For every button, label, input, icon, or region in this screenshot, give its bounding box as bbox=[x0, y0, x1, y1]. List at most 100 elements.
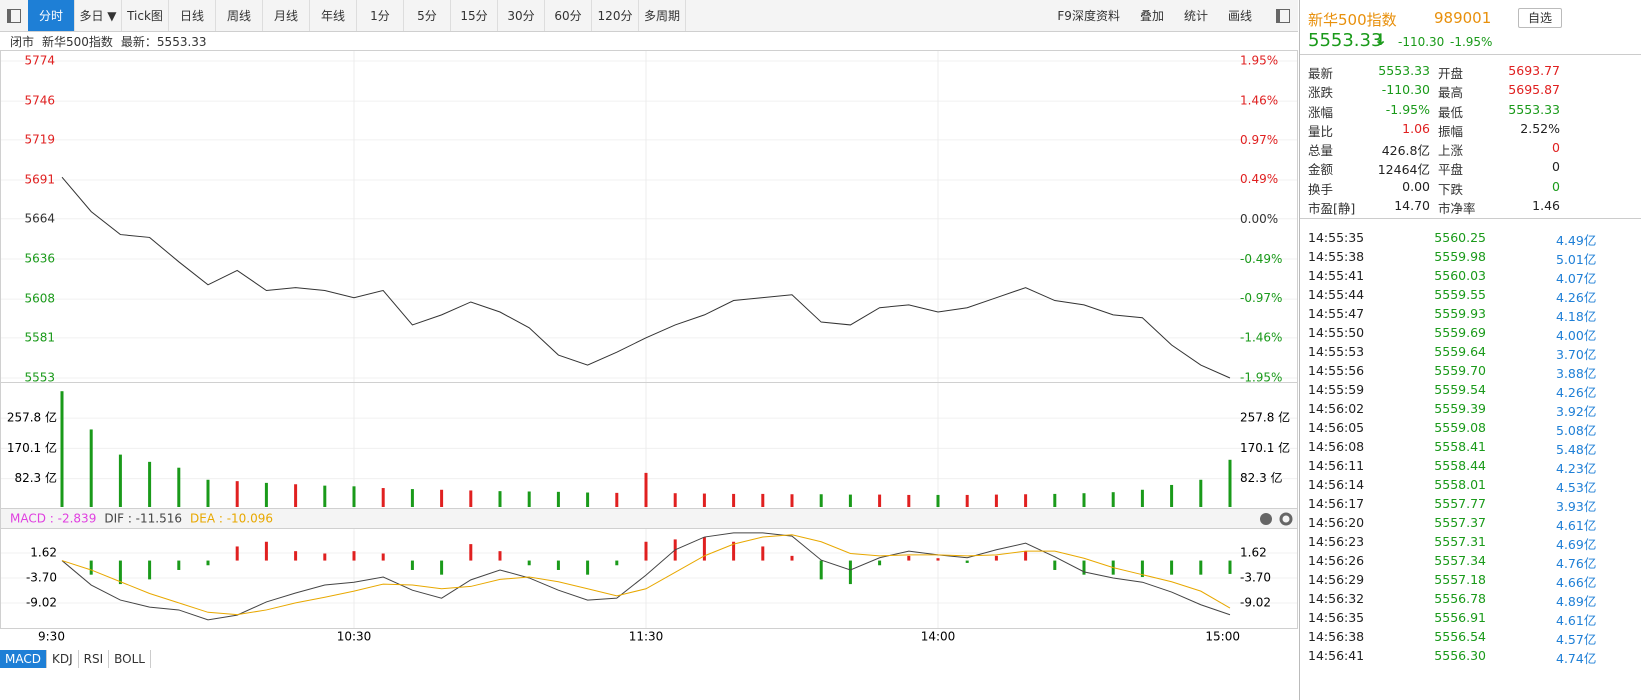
quote-pct: -1.95% bbox=[1450, 35, 1493, 49]
panel-toggle[interactable] bbox=[7, 9, 21, 23]
y-tick-label: 5581 bbox=[24, 330, 55, 344]
y-tick-label: -3.70 bbox=[1240, 570, 1271, 584]
period-button[interactable]: 5分 bbox=[404, 0, 451, 31]
trade-row: 14:56:32 5556.78 4.89亿 bbox=[1308, 589, 1641, 609]
settings-icon[interactable] bbox=[1279, 512, 1293, 526]
stat-label: 最低 bbox=[1438, 104, 1464, 120]
y-tick-label: 257.8 亿 bbox=[7, 410, 57, 425]
period-button[interactable]: 月线 bbox=[263, 0, 310, 31]
stat-label: 涨幅 bbox=[1308, 104, 1334, 120]
stat-value: 5553.33 bbox=[1378, 63, 1430, 78]
trade-time: 14:55:53 bbox=[1308, 344, 1365, 359]
stats-row: 涨跌 -110.30 最高 5695.87 bbox=[1308, 80, 1560, 100]
trade-price: 5557.18 bbox=[1434, 572, 1486, 587]
period-button[interactable]: 1分 bbox=[357, 0, 404, 31]
stat-value: 5693.77 bbox=[1508, 63, 1560, 78]
period-button[interactable]: 15分 bbox=[451, 0, 498, 31]
indicator-tab[interactable]: BOLL bbox=[109, 650, 151, 668]
volume-bar bbox=[1199, 479, 1203, 507]
tool-button[interactable]: 画线 bbox=[1227, 9, 1252, 23]
period-button[interactable]: 多日 ▼ bbox=[75, 0, 122, 31]
volume-bar bbox=[819, 494, 823, 507]
trade-row: 14:56:35 5556.91 4.61亿 bbox=[1308, 608, 1641, 628]
macd-bar bbox=[206, 560, 210, 566]
trade-row: 14:56:05 5559.08 5.08亿 bbox=[1308, 418, 1641, 438]
y-tick-label: 82.3 亿 bbox=[14, 470, 57, 485]
trade-volume: 3.70亿 bbox=[1556, 347, 1597, 362]
volume-bar bbox=[1140, 489, 1144, 507]
trade-row: 14:56:14 5558.01 4.53亿 bbox=[1308, 475, 1641, 495]
macd-bar bbox=[148, 560, 152, 580]
tool-button[interactable]: 叠加 bbox=[1139, 9, 1164, 23]
trade-price: 5557.37 bbox=[1434, 515, 1486, 530]
indicator-tab[interactable]: MACD bbox=[0, 650, 47, 668]
stats-row: 换手 0.00 下跌 0 bbox=[1308, 177, 1560, 197]
trade-time: 14:56:29 bbox=[1308, 572, 1365, 587]
macd-bar bbox=[1053, 560, 1057, 570]
trade-volume: 4.07亿 bbox=[1556, 271, 1597, 286]
stats-row: 最新 5553.33 开盘 5693.77 bbox=[1308, 61, 1560, 81]
trade-volume: 3.93亿 bbox=[1556, 499, 1597, 514]
volume-bar bbox=[556, 491, 560, 507]
macd-bar bbox=[89, 560, 93, 575]
macd-bar bbox=[819, 560, 823, 580]
stat-value: 2.52% bbox=[1520, 120, 1560, 136]
period-button[interactable]: 30分 bbox=[498, 0, 545, 31]
period-button[interactable]: Tick图 bbox=[122, 0, 169, 31]
y2-tick-label: 1.95% bbox=[1240, 54, 1278, 68]
period-button[interactable]: 日线 bbox=[169, 0, 216, 31]
separator bbox=[1300, 54, 1641, 55]
volume-bar bbox=[936, 494, 940, 507]
macd-bar bbox=[381, 553, 385, 561]
stat-value: 0 bbox=[1552, 140, 1560, 156]
macd-bar bbox=[732, 541, 736, 561]
trade-time: 14:55:56 bbox=[1308, 363, 1365, 378]
macd-bar bbox=[644, 541, 648, 561]
indicator-tab[interactable]: RSI bbox=[79, 650, 110, 668]
tool-button[interactable]: F9深度资料 bbox=[1057, 9, 1120, 23]
macd-bar bbox=[556, 560, 560, 570]
tool-button[interactable]: 统计 bbox=[1183, 9, 1208, 23]
period-button[interactable]: 多周期 bbox=[639, 0, 686, 31]
chart: 5774 5746 5719 5691 5664 5636 5608 5581 5553 1.95… bbox=[0, 50, 1298, 644]
watchlist-button[interactable]: 自选 bbox=[1518, 8, 1562, 28]
macd-bar bbox=[1140, 560, 1144, 578]
trade-time: 14:55:50 bbox=[1308, 325, 1365, 340]
trade-volume: 5.48亿 bbox=[1556, 442, 1597, 457]
close-icon[interactable] bbox=[1260, 513, 1272, 525]
stat-value: 1.06 bbox=[1402, 120, 1430, 136]
volume-bar bbox=[644, 472, 648, 507]
period-button[interactable]: 120分 bbox=[592, 0, 639, 31]
info-bar: 闭市 新华500指数 最新：5553.33 bbox=[10, 33, 207, 49]
trade-time: 14:55:38 bbox=[1308, 249, 1365, 264]
pane-frame bbox=[0, 528, 1298, 629]
trade-price: 5556.78 bbox=[1434, 591, 1486, 606]
trade-time: 14:56:14 bbox=[1308, 477, 1365, 492]
y-tick-label: 5691 bbox=[24, 173, 55, 187]
x-tick-label: 14:00 bbox=[921, 630, 956, 644]
period-button[interactable]: 60分 bbox=[545, 0, 592, 31]
panel-toggle[interactable] bbox=[1276, 9, 1290, 23]
indicator-tabs: MACD KDJ RSI BOLL bbox=[0, 650, 151, 668]
volume-bar bbox=[381, 488, 385, 507]
macd-bar bbox=[878, 560, 882, 566]
volume-bar bbox=[907, 494, 911, 507]
trade-price: 5556.30 bbox=[1434, 648, 1486, 663]
macd-bar bbox=[469, 544, 473, 561]
stat-label: 最新 bbox=[1308, 66, 1334, 81]
macd-bar bbox=[177, 560, 181, 570]
y2-tick-label: -0.49% bbox=[1240, 252, 1282, 266]
indicator-tab[interactable]: KDJ bbox=[47, 650, 79, 668]
period-button[interactable]: 周线 bbox=[216, 0, 263, 31]
trade-price: 5559.70 bbox=[1434, 363, 1486, 378]
trades-list: 14:55:35 5560.25 4.49亿 14:55:38 5559.98 5.01亿… bbox=[1308, 228, 1641, 666]
volume-bar bbox=[848, 494, 852, 507]
trade-time: 14:56:23 bbox=[1308, 534, 1365, 549]
macd-bar bbox=[702, 537, 706, 561]
y-tick-label: 170.1 亿 bbox=[7, 440, 57, 455]
trade-volume: 4.49亿 bbox=[1556, 233, 1597, 248]
macd-bar bbox=[352, 551, 356, 561]
stat-value: 426.8亿 bbox=[1381, 143, 1430, 159]
period-button[interactable]: 分时 bbox=[28, 0, 75, 31]
period-button[interactable]: 年线 bbox=[310, 0, 357, 31]
